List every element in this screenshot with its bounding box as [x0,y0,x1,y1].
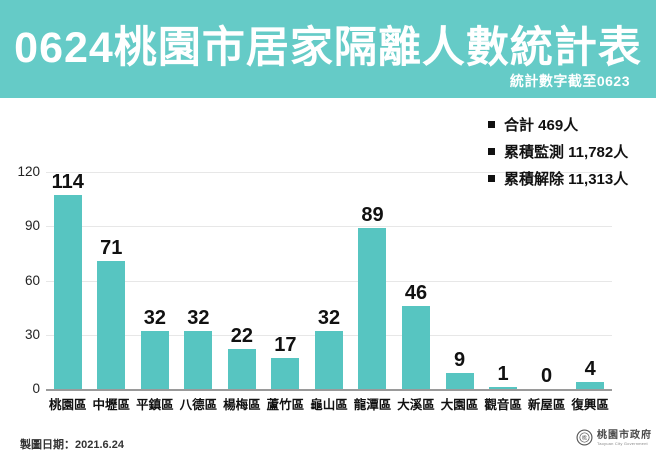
category-label: 新屋區 [527,398,566,412]
bar-column: 0 [525,172,569,389]
bar-column: 32 [177,172,221,389]
bar-value-label: 32 [187,307,210,330]
logo-title: 桃園市政府 [597,429,652,441]
bar-value-label: 114 [51,171,84,193]
category-label: 大溪區 [397,398,435,412]
header-banner: 0624桃園市居家隔離人數統計表 統計數字截至0623 [0,0,656,98]
category-label: 楊梅區 [223,398,261,412]
bar-column: 114 [46,172,90,389]
bar-value-label: 0 [541,365,553,387]
y-tick-label: 0 [32,381,40,396]
y-tick-label: 30 [24,326,40,342]
category-label: 中壢區 [92,398,131,412]
bar [576,381,605,389]
bar [53,195,82,389]
category-label: 大園區 [440,398,479,412]
bar-column: 17 [264,172,308,389]
category-label: 龍潭區 [353,398,392,412]
bar [227,349,256,389]
svg-text:桃: 桃 [582,434,587,441]
bar-value-label: 17 [274,334,297,357]
bar-column: 9 [438,172,482,389]
bar-value-label: 22 [230,325,254,348]
bar-column: 1 [481,172,525,389]
plot-area: 114 71 32 32 22 17 32 89 46 9 1 0 4 [46,172,612,391]
bar-value-label: 46 [404,281,428,304]
bar-value-label: 9 [453,348,466,371]
y-tick-label: 90 [24,218,40,234]
logo-text-block: 桃園市政府 Taoyuan City Government [597,430,652,446]
bar [314,331,343,389]
bar-column: 89 [351,172,395,389]
bar [140,331,169,389]
legend-bullet-icon [488,121,495,128]
bar-value-label: 32 [143,307,166,330]
bars-container: 114 71 32 32 22 17 32 89 46 9 1 0 4 [46,172,612,389]
gridline [46,172,612,173]
legend-label: 累積監測 11,782人 [504,144,629,161]
legend-item: 累積監測 11,782人 [488,138,628,165]
category-label: 龜山區 [310,398,348,412]
chart-legend: 合計 469人累積監測 11,782人 累積解除 11,313人 [488,111,628,192]
category-label: 復興區 [571,398,609,412]
bar [184,331,213,389]
category-label: 桃園區 [49,398,87,412]
logo-subtitle: Taoyuan City Government [597,440,648,446]
bar-column: 71 [90,172,134,389]
bar-value-label: 71 [100,236,123,259]
legend-bullet-icon [488,175,495,182]
category-label: 蘆竹區 [266,398,305,412]
category-label: 平鎮區 [136,398,174,412]
chart-date: 製圖日期：2021.6.24 [20,439,124,451]
legend-item: 合計 469人 [488,111,628,138]
gridline [46,280,612,282]
y-tick-label: 60 [24,272,40,288]
bar [402,305,431,389]
x-axis-labels: 桃園區 中壢區 平鎮區 八德區 楊梅區 蘆竹區 龜山區 龍潭區 大溪區 大園區 觀音區 新屋區 復興區 [46,394,612,413]
bar [97,260,126,389]
bar [489,387,518,389]
bar-column: 4 [568,172,612,389]
bar-column: 22 [220,172,264,389]
legend-label: 合計 469人 [504,117,579,134]
bar-value-label: 1 [497,363,509,386]
bar-column: 32 [133,172,177,389]
legend-bullet-icon [488,148,495,155]
page-title: 0624桃園市居家隔離人數統計表 [14,24,642,72]
bar-value-label: 89 [361,204,384,227]
category-label: 觀音區 [484,398,522,412]
bar [445,372,474,389]
category-label: 八德區 [179,398,218,412]
taoyuan-government-logo: 桃 桃園市政府 Taoyuan City Government [576,429,652,446]
bar-column: 32 [307,172,351,389]
bar [271,358,300,389]
bar-value-label: 4 [584,357,596,380]
gridline [46,226,612,228]
legend-label: 累積解除 11,313人 [504,171,629,188]
legend-item: 累積解除 11,313人 [488,165,628,192]
y-tick-label: 120 [17,164,40,179]
government-seal-icon: 桃 [576,429,593,446]
bar [358,228,387,389]
bar-value-label: 32 [317,307,341,330]
header-subtitle: 統計數字截至0623 [509,73,630,89]
bar-column: 46 [394,172,438,389]
